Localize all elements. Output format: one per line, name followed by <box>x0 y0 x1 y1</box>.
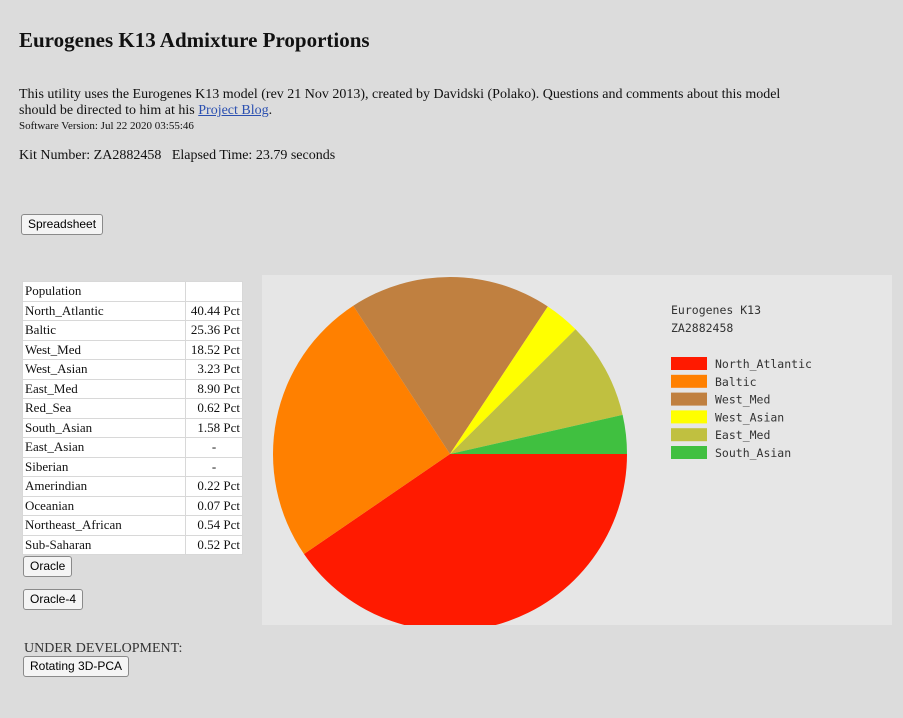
intro-text: This utility uses the Eurogenes K13 mode… <box>19 87 781 118</box>
population-value: 0.22 Pct <box>185 476 243 497</box>
population-value: 40.44 Pct <box>185 300 243 321</box>
legend-label: West_Asian <box>715 410 784 424</box>
population-value: 18.52 Pct <box>185 339 243 360</box>
legend-label: Baltic <box>715 375 757 389</box>
kit-info: Kit Number: ZA2882458 Elapsed Time: 23.7… <box>19 148 336 163</box>
oracle4-button[interactable]: Oracle-4 <box>23 589 84 610</box>
legend-swatch <box>671 410 707 424</box>
table-row: Siberian - <box>22 456 243 477</box>
table-header: Population <box>22 281 186 302</box>
population-name: East_Med <box>22 378 186 399</box>
population-value: 25.36 Pct <box>185 320 243 341</box>
population-name: Oceanian <box>22 495 186 516</box>
population-name: Siberian <box>22 456 186 477</box>
pie-slices <box>273 277 627 625</box>
population-name: Baltic <box>22 320 186 341</box>
table-row: North_Atlantic 40.44 Pct <box>22 300 243 321</box>
table-row: Baltic 25.36 Pct <box>22 320 243 341</box>
spreadsheet-button[interactable]: Spreadsheet <box>21 214 104 235</box>
project-blog-link[interactable]: Project Blog <box>198 103 269 118</box>
legend-label: East_Med <box>715 428 770 442</box>
population-name: Northeast_African <box>22 515 186 536</box>
table-row: Northeast_African 0.54 Pct <box>22 515 243 536</box>
pie-slice-east-med <box>450 329 623 454</box>
population-name: West_Asian <box>22 359 186 380</box>
pie-chart-svg: Eurogenes K13 ZA2882458 North_Atlantic Ba… <box>273 277 812 625</box>
table-row: East_Asian - <box>22 437 243 458</box>
admixture-pie-chart: Eurogenes K13 ZA2882458 North_Atlantic Ba… <box>262 275 892 625</box>
legend-swatch <box>671 446 707 459</box>
population-name: North_Atlantic <box>22 300 186 321</box>
oracle-button[interactable]: Oracle <box>23 556 73 577</box>
population-name: West_Med <box>22 339 186 360</box>
legend-swatch <box>671 357 707 370</box>
intro-paragraph: This utility uses the Eurogenes K13 mode… <box>19 87 809 119</box>
software-version: Software Version: Jul 22 2020 03:55:46 <box>19 120 194 132</box>
population-value: - <box>185 437 243 458</box>
table-row: Sub-Saharan 0.52 Pct <box>22 534 243 555</box>
population-value: 0.54 Pct <box>185 515 243 536</box>
legend-swatch <box>671 374 707 388</box>
chart-legend: North_Atlantic Baltic West_Med West_Asian Ea… <box>671 357 812 460</box>
population-value: 3.23 Pct <box>185 359 243 380</box>
pie-slice-north-atlantic <box>303 454 627 625</box>
population-name: East_Asian <box>22 437 186 458</box>
table-row: Oceanian 0.07 Pct <box>22 495 243 516</box>
table-row: West_Med 18.52 Pct <box>22 339 243 360</box>
table-header-value <box>185 281 243 302</box>
legend-label: South_Asian <box>715 446 791 460</box>
population-value: 0.07 Pct <box>185 495 243 516</box>
page-title: Eurogenes K13 Admixture Proportions <box>19 28 370 52</box>
legend-swatch <box>671 428 707 442</box>
pie-slice-west-med <box>353 277 548 454</box>
population-name: Sub-Saharan <box>22 534 186 555</box>
population-value: - <box>185 456 243 477</box>
legend-swatch <box>671 392 707 406</box>
chart-title: Eurogenes K13 <box>671 303 761 317</box>
pie-slice-south-asian <box>450 414 627 454</box>
table-header-row: Population <box>22 281 243 302</box>
table-row: Red_Sea 0.62 Pct <box>22 398 243 419</box>
table-row: Amerindian 0.22 Pct <box>22 476 243 497</box>
chart-subtitle: ZA2882458 <box>671 321 733 335</box>
pie-slice-west-asian <box>450 306 576 454</box>
population-name: South_Asian <box>22 417 186 438</box>
table-row: West_Asian 3.23 Pct <box>22 359 243 380</box>
legend-label: West_Med <box>715 393 770 407</box>
table-row: East_Med 8.90 Pct <box>22 378 243 399</box>
population-value: 8.90 Pct <box>185 378 243 399</box>
rotating-3d-pca-button[interactable]: Rotating 3D-PCA <box>23 656 130 677</box>
intro-end: . <box>268 103 273 118</box>
table-row: South_Asian 1.58 Pct <box>22 417 243 438</box>
population-value: 0.62 Pct <box>185 398 243 419</box>
legend-label: North_Atlantic <box>715 357 812 371</box>
population-value: 1.58 Pct <box>185 417 243 438</box>
population-table: Population North_Atlantic 40.44 Pct Baltic… <box>22 281 243 555</box>
population-name: Red_Sea <box>22 398 186 419</box>
pie-slice-baltic <box>273 305 450 555</box>
population-name: Amerindian <box>22 476 186 497</box>
population-value: 0.52 Pct <box>185 534 243 555</box>
under-development-label: UNDER DEVELOPMENT: <box>24 641 183 656</box>
